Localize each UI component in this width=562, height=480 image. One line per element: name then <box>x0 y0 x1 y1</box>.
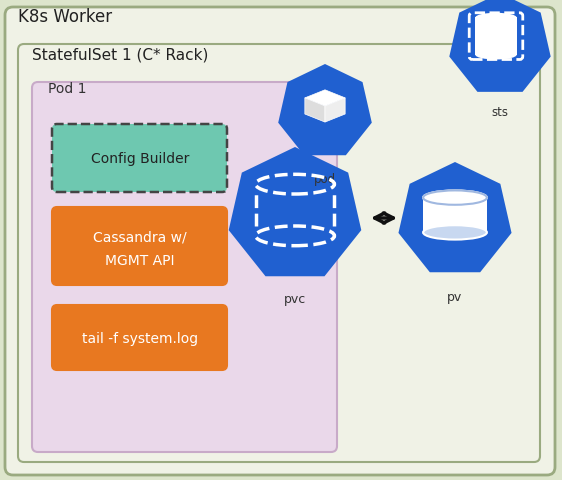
Polygon shape <box>423 198 487 233</box>
FancyBboxPatch shape <box>5 8 555 475</box>
Polygon shape <box>449 0 551 93</box>
Ellipse shape <box>475 41 516 50</box>
Polygon shape <box>398 163 511 273</box>
Ellipse shape <box>475 14 516 23</box>
Polygon shape <box>475 29 516 45</box>
Polygon shape <box>229 148 361 276</box>
Text: Cassandra w/: Cassandra w/ <box>93 230 187 244</box>
Polygon shape <box>475 18 516 35</box>
Ellipse shape <box>423 226 487 240</box>
Text: K8s Worker: K8s Worker <box>18 8 112 26</box>
Polygon shape <box>475 39 516 56</box>
Text: pod: pod <box>314 173 336 186</box>
Text: Config Builder: Config Builder <box>91 152 189 166</box>
Text: pv: pv <box>447 290 463 303</box>
FancyBboxPatch shape <box>52 207 227 286</box>
Ellipse shape <box>423 191 487 205</box>
Text: StatefulSet 1 (C* Rack): StatefulSet 1 (C* Rack) <box>32 48 209 63</box>
Text: Pod 1: Pod 1 <box>48 82 87 96</box>
Text: tail -f system.log: tail -f system.log <box>82 331 198 345</box>
FancyBboxPatch shape <box>52 305 227 370</box>
Text: pvc: pvc <box>284 292 306 305</box>
FancyBboxPatch shape <box>32 83 337 452</box>
Ellipse shape <box>475 51 516 60</box>
FancyBboxPatch shape <box>18 45 540 462</box>
Polygon shape <box>305 99 325 123</box>
Polygon shape <box>278 65 372 156</box>
Ellipse shape <box>475 30 516 39</box>
FancyBboxPatch shape <box>52 125 227 192</box>
Polygon shape <box>305 91 345 107</box>
Ellipse shape <box>475 24 516 34</box>
Polygon shape <box>325 99 345 123</box>
Ellipse shape <box>475 35 516 44</box>
Text: MGMT API: MGMT API <box>105 253 175 267</box>
Text: sts: sts <box>492 106 509 119</box>
